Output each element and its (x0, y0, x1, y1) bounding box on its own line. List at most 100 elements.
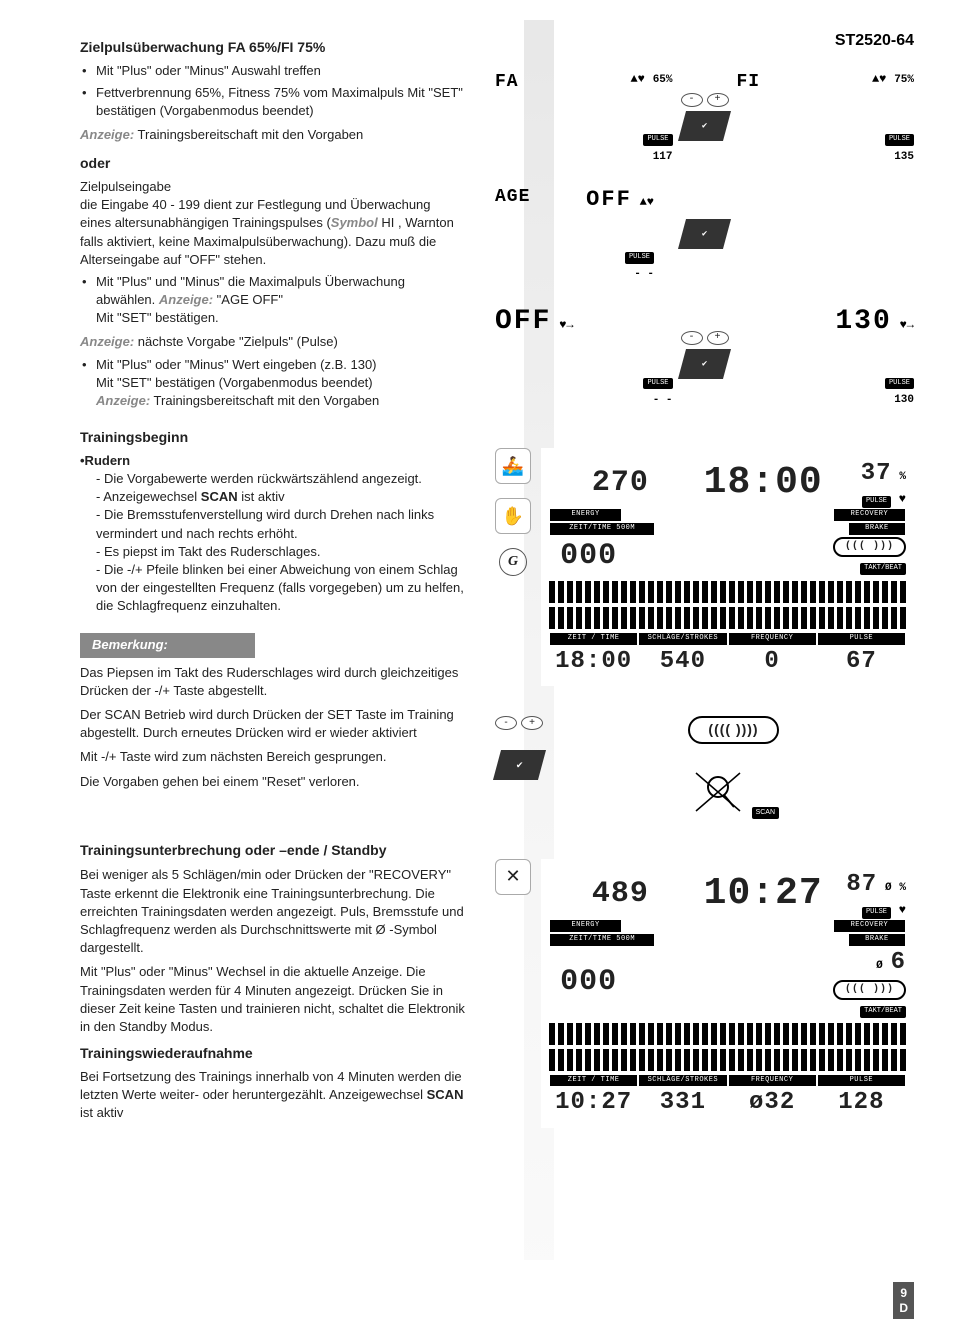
remark-header: Bemerkung: (80, 633, 255, 657)
age-label: AGE (495, 185, 535, 210)
zeit-value: 10:27 (549, 1086, 638, 1120)
dashes: - - (634, 268, 654, 280)
pulse-130: 130 (894, 394, 914, 406)
rudern-line: - Die -/+ Pfeile blinken bei einer Abwei… (96, 561, 465, 616)
pulse-label: PULSE (818, 1075, 905, 1087)
fa-val: 65 (653, 74, 666, 86)
scan-crossed: SCAN (688, 769, 779, 819)
arrows-pill: (((( )))) (688, 716, 778, 744)
plus-button[interactable]: + (707, 331, 729, 345)
energy-value: 489 (549, 873, 692, 915)
page-number: 9 (899, 1286, 908, 1300)
fa-pulse: 117 (653, 151, 673, 163)
zeit500-label: ZEIT/TIME 500M (550, 523, 654, 535)
pulse-value: 67 (817, 645, 906, 679)
brake-bar (549, 1049, 906, 1071)
page-footer: 9 D (893, 1282, 914, 1319)
takt-label: TAKT/BEAT (860, 1006, 906, 1018)
arrows-icon: ((( ))) (833, 537, 906, 557)
plus-button[interactable]: + (521, 716, 543, 730)
dist-value: 000 (549, 535, 628, 577)
pulse-label: PULSE (885, 378, 914, 390)
zeit-label: ZEIT / TIME (550, 633, 637, 645)
bullet-item: Mit "Plus" und "Minus" die Maximalpuls Ü… (96, 273, 465, 328)
pulse-pill: PULSE (862, 907, 891, 919)
anzeige-line: Anzeige: Trainingsbereitschaft mit den V… (80, 126, 465, 144)
crossed-oars-icon: ✕ (495, 859, 531, 895)
remark-para: Die Vorgaben gehen bei einem "Reset" ver… (80, 773, 465, 791)
heading-trainingsbeginn: Trainingsbeginn (80, 428, 465, 448)
para: Bei Fortsetzung des Trainings innerhalb … (80, 1068, 465, 1123)
avg-symbol: Ø (876, 960, 883, 972)
recovery-label: RECOVERY (834, 509, 905, 521)
bullet-item: Mit "Plus" oder "Minus" Wert eingeben (z… (96, 356, 465, 411)
zeit-label: ZEIT / TIME (550, 1075, 637, 1087)
off-value: OFF (495, 306, 551, 337)
minus-button[interactable]: - (681, 93, 703, 107)
set-button[interactable]: ✔ (492, 750, 545, 780)
energy-value: 270 (549, 462, 692, 504)
scan-label: SCAN (752, 807, 779, 819)
strokes-value: 331 (638, 1086, 727, 1120)
freq-value: ø32 (728, 1086, 817, 1120)
set-button[interactable]: ✔ (678, 349, 731, 379)
time-value: 18:00 (692, 456, 835, 509)
remark-para: Das Piepsen im Takt des Ruderschlages wi… (80, 664, 465, 700)
fi-val: 75 (894, 74, 907, 86)
heading-unterbrechung: Trainingsunterbrechung oder –ende / Stan… (80, 841, 465, 861)
heart-icon: ▲♥ (630, 72, 644, 86)
fa-label: FA (495, 70, 535, 95)
set-button[interactable]: ✔ (678, 219, 731, 249)
pct-value: 37 (861, 460, 892, 487)
brake-bar (549, 581, 906, 603)
anzeige-label: Anzeige: (80, 127, 134, 142)
avg-symbol: Ø (885, 882, 892, 894)
heart-icon: ▲♥ (640, 195, 654, 209)
off-value: OFF (586, 187, 632, 212)
recovery-label: RECOVERY (834, 920, 905, 932)
fi-pulse: 135 (894, 151, 914, 163)
lcd-row-off-130: OFF ♥→ PULSE - - - + ✔ 130 ♥→ (495, 302, 914, 408)
heart-icon: ♥→ (900, 318, 914, 332)
energy-label: ENERGY (550, 509, 621, 521)
lcd-row-fa-fi: FA ▲♥ 65% PULSE 117 - + ✔ (495, 70, 914, 165)
para: Bei weniger als 5 Schlägen/min oder Drüc… (80, 866, 465, 957)
freq-value: 0 (728, 645, 817, 679)
minus-button[interactable]: - (681, 331, 703, 345)
symbol-label: Symbol (331, 215, 378, 230)
rudern-line: - Anzeigewechsel SCAN ist aktiv (96, 488, 465, 506)
fi-label: FI (737, 70, 777, 95)
brake-label: BRAKE (849, 523, 905, 535)
minus-button[interactable]: - (495, 716, 517, 730)
dist-value: 000 (549, 961, 628, 1003)
pulse-label: PULSE (818, 633, 905, 645)
pulse-value: 128 (817, 1086, 906, 1120)
heart-icon: ♥ (899, 492, 906, 506)
lcd-row-age: AGE OFF ▲♥ PULSE - - ✔ (495, 185, 914, 282)
heading-oder: oder (80, 154, 465, 174)
heart-icon: ♥→ (559, 318, 573, 332)
rudern-label: •Rudern (80, 452, 465, 470)
strokes-label: SCHLÄGE/STROKES (639, 1075, 726, 1087)
strokes-label: SCHLÄGE/STROKES (639, 633, 726, 645)
rudern-line: - Die Bremsstufenverstellung wird durch … (96, 506, 465, 542)
pulse-label: PULSE (885, 134, 914, 146)
anzeige-line: Anzeige: nächste Vorgabe "Zielpuls" (Pul… (80, 333, 465, 351)
pulse-label: PULSE (625, 252, 654, 264)
heading-zielpuls: Zielpulsüberwachung FA 65%/FI 75% (80, 38, 465, 58)
plus-button[interactable]: + (707, 93, 729, 107)
pct-value: 87 (846, 871, 877, 898)
arrows-icon: ((( ))) (833, 980, 906, 1000)
para: Mit "Plus" oder "Minus" Wechsel in die a… (80, 963, 465, 1036)
strokes-value: 540 (638, 645, 727, 679)
hand-icon: ✋ (495, 498, 531, 534)
brake-label: BRAKE (849, 934, 905, 946)
training-display-end: ✕ 489 10:27 87 Ø % PULSE ♥ ENERGY (495, 859, 914, 1128)
figure-column: ST2520-64 FA ▲♥ 65% PULSE 117 - (495, 30, 914, 1128)
heart-icon: ♥ (899, 903, 906, 917)
pulse-label: PULSE (643, 378, 672, 390)
text-column: Zielpulsüberwachung FA 65%/FI 75% Mit "P… (80, 30, 465, 1128)
takt-label: TAKT/BEAT (860, 563, 906, 575)
time-value: 10:27 (692, 867, 835, 920)
set-button[interactable]: ✔ (678, 111, 731, 141)
